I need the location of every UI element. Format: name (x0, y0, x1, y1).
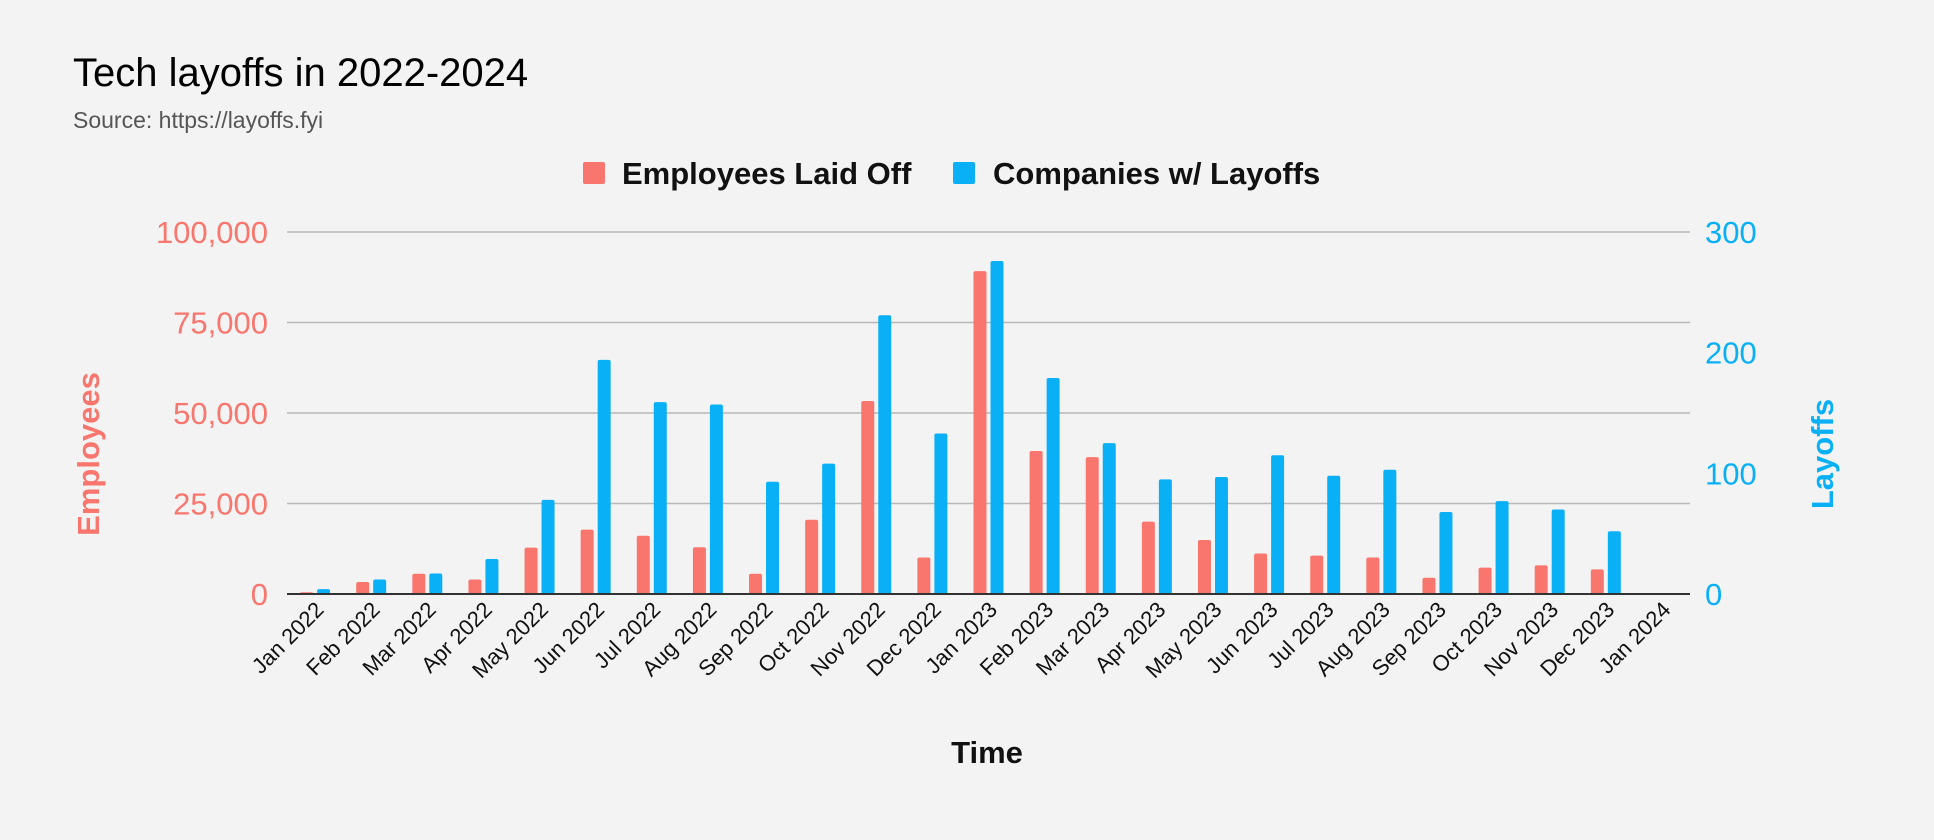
bar-companies (1047, 378, 1060, 594)
y-tick-label-left: 0 (251, 577, 268, 612)
bar-companies (373, 580, 386, 594)
bar-companies (598, 360, 611, 594)
bar-employees (1030, 451, 1043, 594)
bars (300, 261, 1621, 594)
bar-employees (525, 548, 538, 594)
bar-companies (542, 500, 555, 594)
bar-companies (1215, 477, 1228, 594)
legend-swatch-employees (583, 162, 605, 184)
bar-employees (974, 271, 987, 594)
bar-employees (1142, 522, 1155, 594)
y-tick-label-left: 75,000 (173, 306, 268, 341)
legend-swatch-companies (953, 162, 975, 184)
y-axis-title-left: Employees (71, 372, 106, 536)
legend-label-companies: Companies w/ Layoffs (993, 156, 1320, 191)
bar-companies (1439, 512, 1452, 594)
bar-employees (1535, 565, 1548, 594)
y-tick-label-left: 100,000 (156, 215, 268, 250)
bar-employees (1479, 568, 1492, 594)
bar-employees (805, 520, 818, 594)
bar-employees (1591, 569, 1604, 594)
bar-employees (412, 574, 425, 594)
left-axis-ticks: 0 25,000 50,000 75,000 100,000 (156, 215, 268, 612)
bar-employees (356, 582, 369, 594)
bar-companies (429, 573, 442, 594)
right-axis-ticks: 0 100 200 300 (1705, 215, 1757, 612)
bar-employees (861, 401, 874, 594)
bar-employees (917, 557, 930, 594)
bar-companies (934, 434, 947, 594)
bar-companies (1271, 455, 1284, 594)
bar-employees (1254, 553, 1267, 594)
bar-employees (637, 536, 650, 594)
bar-employees (581, 530, 594, 594)
bar-employees (1086, 457, 1099, 594)
bar-companies (766, 482, 779, 594)
chart-title: Tech layoffs in 2022-2024 (73, 51, 528, 95)
bar-companies (1383, 470, 1396, 594)
y-tick-label-right: 100 (1705, 456, 1757, 491)
legend: Employees Laid Off Companies w/ Layoffs (583, 156, 1320, 191)
y-tick-label-right: 0 (1705, 577, 1722, 612)
y-tick-label-left: 25,000 (173, 487, 268, 522)
bar-companies (1496, 501, 1509, 594)
bar-employees (468, 580, 481, 594)
bar-companies (1552, 510, 1565, 594)
bar-companies (1608, 531, 1621, 594)
x-axis-title: Time (951, 735, 1023, 770)
bar-employees (1422, 578, 1435, 594)
y-tick-label-right: 200 (1705, 336, 1757, 371)
y-axis-title-right: Layoffs (1805, 399, 1840, 509)
y-tick-label-right: 300 (1705, 215, 1757, 250)
bar-companies (710, 405, 723, 594)
gridlines (287, 232, 1690, 504)
bar-employees (1310, 556, 1323, 594)
bar-companies (1327, 476, 1340, 594)
bar-employees (749, 574, 762, 594)
bar-companies (485, 559, 498, 594)
bar-companies (878, 315, 891, 594)
bar-companies (822, 464, 835, 594)
bar-employees (693, 547, 706, 594)
bar-employees (1366, 557, 1379, 594)
bar-companies (654, 402, 667, 594)
legend-label-employees: Employees Laid Off (622, 156, 912, 191)
chart-subtitle: Source: https://layoffs.fyi (73, 107, 323, 133)
bar-companies (1103, 443, 1116, 594)
bar-companies (1159, 479, 1172, 594)
bar-employees (1198, 540, 1211, 594)
bar-companies (991, 261, 1004, 594)
y-tick-label-left: 50,000 (173, 396, 268, 431)
